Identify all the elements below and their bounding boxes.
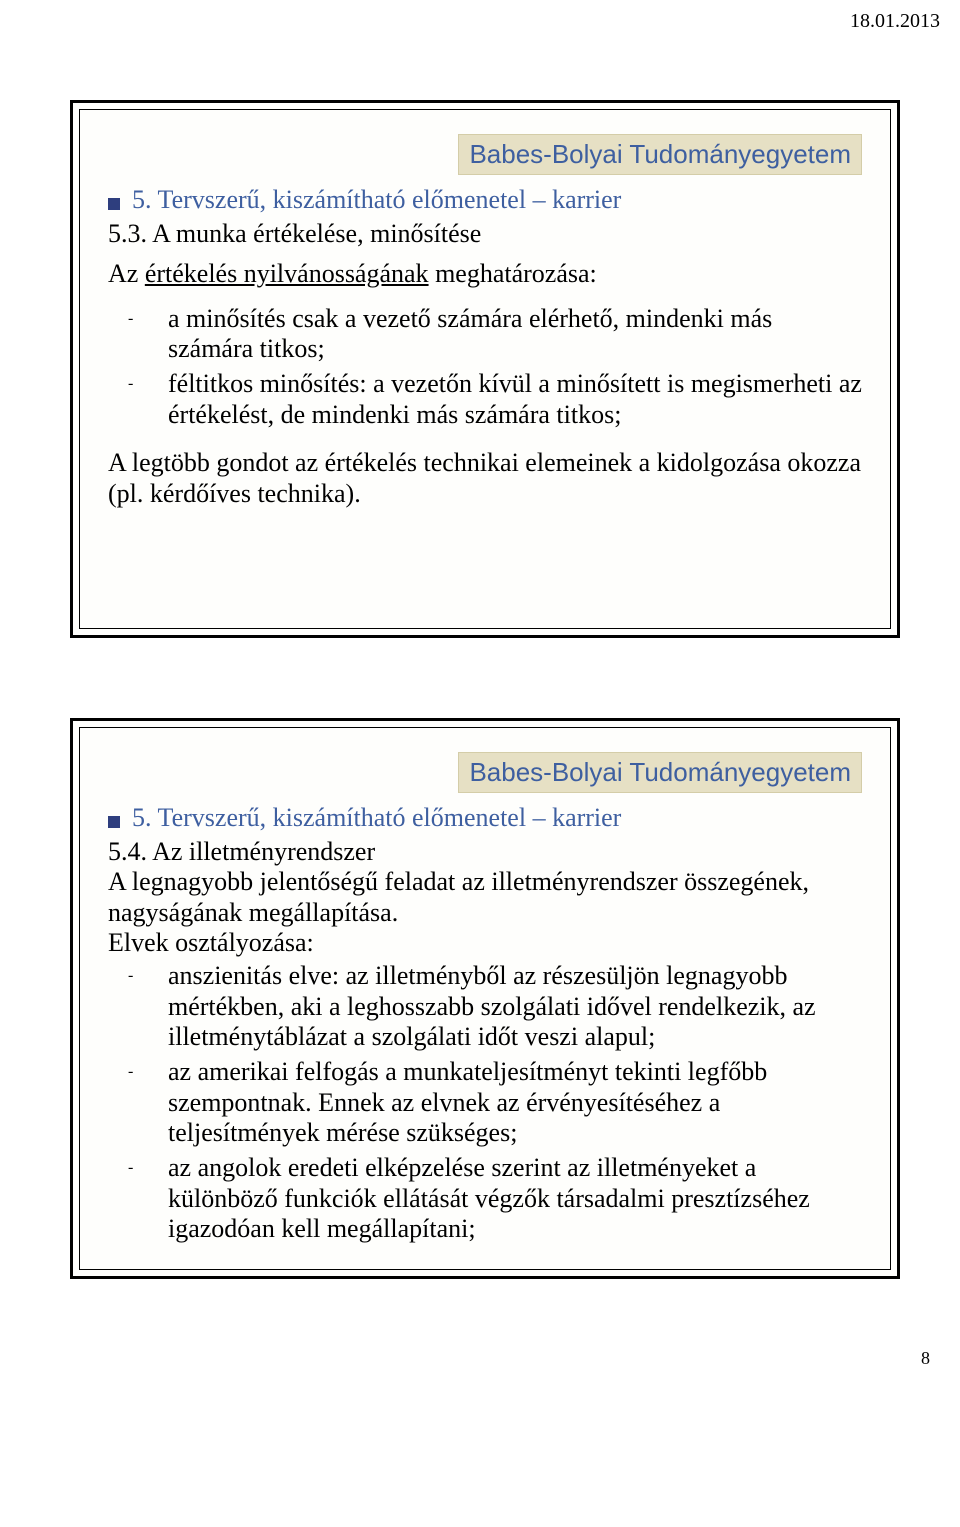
- slide-title-row: 5. Tervszerű, kiszámítható előmenetel – …: [108, 185, 862, 215]
- university-header: Babes-Bolyai Tudományegyetem: [458, 134, 862, 175]
- slide-2-list: - anszienitás elve: az illetményből az ré…: [108, 961, 862, 1245]
- slide-2-inner: Babes-Bolyai Tudományegyetem 5. Tervszer…: [79, 727, 891, 1270]
- slide-1-inner: Babes-Bolyai Tudományegyetem 5. Tervszer…: [79, 109, 891, 629]
- bullet-square-icon: [108, 816, 120, 828]
- university-header: Babes-Bolyai Tudományegyetem: [458, 752, 862, 793]
- list-item-text: az amerikai felfogás a munkateljesítmény…: [168, 1057, 767, 1147]
- page-number: 8: [921, 1348, 930, 1369]
- slide-1: Babes-Bolyai Tudományegyetem 5. Tervszer…: [70, 100, 900, 638]
- slide-2-lead: A legnagyobb jelentőségű feladat az ille…: [108, 867, 862, 928]
- dash-icon: -: [128, 1159, 133, 1178]
- dash-icon: -: [128, 375, 133, 394]
- list-item-text: a minősítés csak a vezető számára elérhe…: [168, 304, 772, 364]
- intro-prefix: Az: [108, 259, 145, 288]
- slide-1-intro: Az értékelés nyilvánosságának meghatároz…: [108, 259, 862, 290]
- list-item: - féltitkos minősítés: a vezetőn kívül a …: [108, 369, 862, 430]
- list-item: - az amerikai felfogás a munkateljesítmén…: [108, 1057, 862, 1149]
- list-item: - anszienitás elve: az illetményből az ré…: [108, 961, 862, 1053]
- page-container: 18.01.2013 Babes-Bolyai Tudományegyetem …: [0, 0, 960, 1379]
- intro-suffix: meghatározása:: [429, 259, 597, 288]
- slide-2-elvek-label: Elvek osztályozása:: [108, 928, 862, 959]
- list-item: - a minősítés csak a vezető számára elérh…: [108, 304, 862, 365]
- top-date: 18.01.2013: [850, 10, 940, 33]
- list-item: - az angolok eredeti elképzelése szerint …: [108, 1153, 862, 1245]
- dash-icon: -: [128, 1063, 133, 1082]
- slide-1-title: 5. Tervszerű, kiszámítható előmenetel – …: [132, 185, 621, 215]
- slide-1-subtitle: 5.3. A munka értékelése, minősítése: [108, 219, 862, 249]
- bullet-square-icon: [108, 198, 120, 210]
- list-item-text: anszienitás elve: az illetményből az rés…: [168, 961, 816, 1051]
- slide-title-row: 5. Tervszerű, kiszámítható előmenetel – …: [108, 803, 862, 833]
- lead-text: A legnagyobb jelentőségű feladat az ille…: [108, 867, 809, 927]
- dash-icon: -: [128, 967, 133, 986]
- list-item-text: féltitkos minősítés: a vezetőn kívül a m…: [168, 369, 862, 429]
- slide-2: Babes-Bolyai Tudományegyetem 5. Tervszer…: [70, 718, 900, 1279]
- slide-2-title: 5. Tervszerű, kiszámítható előmenetel – …: [132, 803, 621, 833]
- dash-icon: -: [128, 310, 133, 329]
- slide-2-subtitle: 5.4. Az illetményrendszer: [108, 837, 862, 867]
- list-item-text: az angolok eredeti elképzelése szerint a…: [168, 1153, 810, 1243]
- slide-1-paragraph: A legtöbb gondot az értékelés technikai …: [108, 448, 862, 509]
- slide-1-list: - a minősítés csak a vezető számára elérh…: [108, 304, 862, 431]
- intro-underlined: értékelés nyilvánosságának: [145, 259, 429, 288]
